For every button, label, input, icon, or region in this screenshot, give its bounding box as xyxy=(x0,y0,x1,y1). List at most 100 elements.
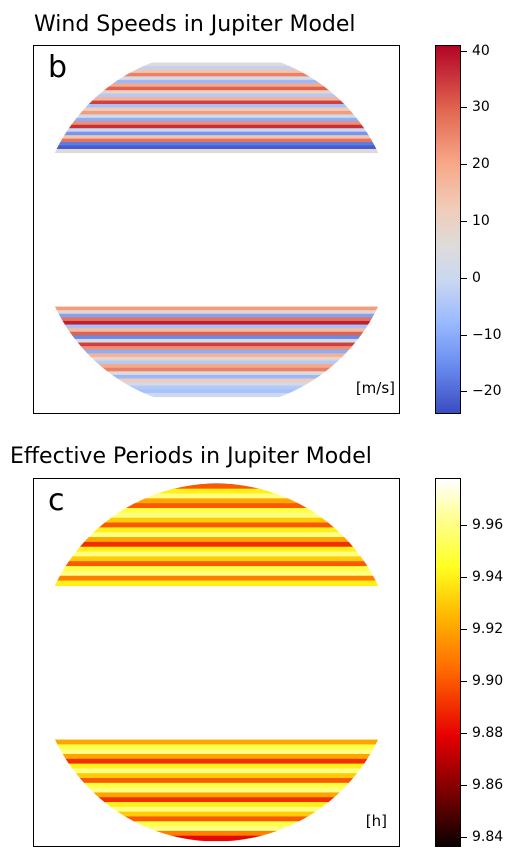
south-cap-band xyxy=(37,749,396,755)
unit-label: [h] xyxy=(365,812,387,830)
colorbar-tick-mark xyxy=(461,628,467,630)
colorbar-tick-label: 9.84 xyxy=(472,828,504,845)
panel-letter: c xyxy=(48,483,65,518)
north-cap-band xyxy=(37,86,396,91)
south-cap-band xyxy=(37,371,396,376)
south-cap-band xyxy=(37,787,396,794)
south-cap-band xyxy=(37,328,396,333)
south-cap-band xyxy=(37,389,396,394)
chart-title: Effective Periods in Jupiter Model xyxy=(10,444,372,469)
colorbar-tick-label: 9.96 xyxy=(472,516,504,533)
north-cap-band xyxy=(37,110,396,115)
south-cap-band xyxy=(37,353,396,358)
colorbar-tick-label: 9.88 xyxy=(472,724,504,741)
colorbar-tick-mark xyxy=(461,732,467,734)
colorbar-tick-label: 40 xyxy=(472,42,490,59)
north-cap-band xyxy=(37,128,396,133)
plot-area: b [m/s] xyxy=(33,45,400,414)
colorbar xyxy=(435,45,461,414)
north-cap-band xyxy=(37,566,396,572)
south-cap-band xyxy=(37,392,396,398)
south-cap-band xyxy=(37,744,396,750)
colorbar-tick-mark xyxy=(461,107,467,109)
north-cap-band xyxy=(37,135,396,140)
north-cap-band xyxy=(37,90,396,95)
north-cap-band xyxy=(37,508,396,514)
north-cap-band xyxy=(37,527,396,533)
south-cap-band xyxy=(37,338,396,344)
north-cap-band xyxy=(37,537,396,543)
colorbar-tick-mark xyxy=(461,391,467,393)
north-cap-band xyxy=(37,117,396,122)
colorbar-tick-label: 9.90 xyxy=(472,672,504,689)
panel-letter: b xyxy=(48,50,68,85)
colorbar-tick-label: 9.92 xyxy=(472,620,504,637)
north-cap-band xyxy=(37,100,396,105)
south-cap-band xyxy=(37,349,396,354)
south-cap-band xyxy=(37,792,396,798)
south-cap-band xyxy=(37,317,396,322)
south-cap-band xyxy=(37,378,396,383)
south-cap-band xyxy=(37,382,396,387)
south-cap-band xyxy=(37,797,396,803)
north-cap-band xyxy=(37,517,396,524)
south-cap-band xyxy=(37,835,396,842)
north-cap-band xyxy=(37,142,396,147)
colorbar-tick-mark xyxy=(461,164,467,166)
colorbar-tick-mark xyxy=(461,524,467,526)
colorbar-tick-label: 0 xyxy=(472,269,481,286)
colorbar-tick-label: 30 xyxy=(472,99,490,116)
south-cap-band xyxy=(37,816,396,822)
north-cap-band xyxy=(37,498,396,504)
north-cap-band xyxy=(37,62,396,67)
south-cap-band xyxy=(37,364,396,369)
south-cap-band xyxy=(37,324,396,329)
chart-title: Wind Speeds in Jupiter Model xyxy=(34,12,356,37)
south-cap-band xyxy=(37,778,396,784)
period-band-map xyxy=(37,483,396,842)
south-cap-band xyxy=(37,342,396,347)
plot-area: c [h] xyxy=(33,478,400,847)
colorbar-tick-mark xyxy=(461,50,467,52)
colorbar-tick-mark xyxy=(461,221,467,222)
colorbar-tick-mark xyxy=(461,836,467,838)
north-cap-band xyxy=(37,124,396,129)
colorbar-tick-mark xyxy=(461,784,467,786)
colorbar-tick-mark xyxy=(461,334,467,336)
north-cap-band xyxy=(37,138,396,143)
south-cap-band xyxy=(37,331,396,336)
north-cap-band xyxy=(37,503,396,509)
south-cap-band xyxy=(37,356,396,362)
south-cap-band xyxy=(37,310,396,315)
colorbar xyxy=(435,478,461,847)
south-cap-band xyxy=(37,782,396,789)
north-cap-band xyxy=(37,65,396,71)
south-cap-band xyxy=(37,763,396,770)
north-cap-band xyxy=(37,488,396,495)
north-cap-band xyxy=(37,114,396,119)
south-cap-band xyxy=(37,826,396,832)
north-cap-band xyxy=(37,512,396,519)
colorbar-tick-mark xyxy=(461,680,467,682)
south-cap-band xyxy=(37,313,396,318)
north-cap-band xyxy=(37,97,396,102)
north-cap-band xyxy=(37,570,396,577)
north-cap-band xyxy=(37,483,396,485)
colorbar-tick-label: 10 xyxy=(472,213,490,229)
south-cap-band xyxy=(37,821,396,827)
wind-band-map xyxy=(37,62,396,398)
north-cap-band xyxy=(37,76,396,81)
north-cap-band xyxy=(37,546,396,553)
north-cap-band xyxy=(37,69,396,74)
south-cap-band xyxy=(37,768,396,774)
north-cap-band xyxy=(37,493,396,499)
north-cap-band xyxy=(37,93,396,98)
south-cap-band xyxy=(37,773,396,779)
south-cap-band xyxy=(37,360,396,365)
south-cap-band xyxy=(37,806,396,813)
colorbar-tick-label: 20 xyxy=(472,156,490,173)
north-cap-band xyxy=(37,148,396,154)
north-cap-band xyxy=(37,107,396,112)
north-cap-band xyxy=(37,145,396,150)
south-cap-band xyxy=(37,802,396,808)
